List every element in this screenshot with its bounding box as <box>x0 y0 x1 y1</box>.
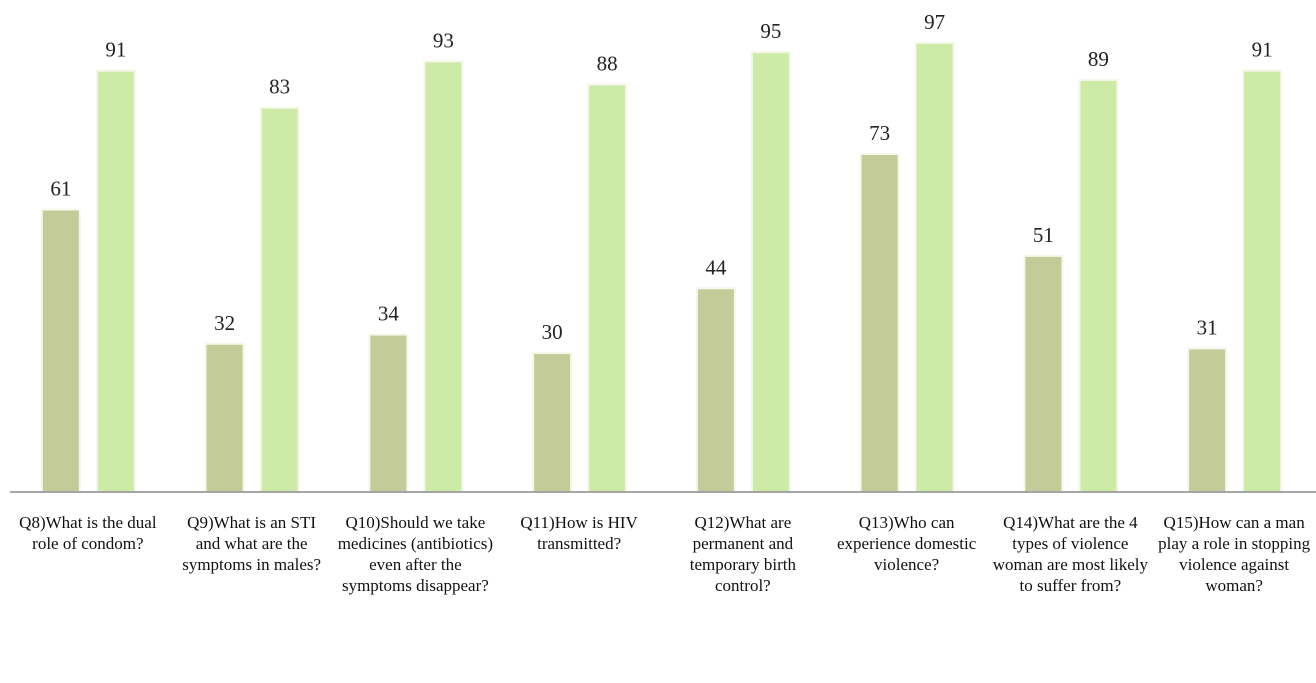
bar <box>1023 254 1064 493</box>
x-tick-label: Q8)What is the dual role of condom? <box>19 513 157 553</box>
bar <box>750 51 791 494</box>
value-label: 91 <box>105 38 126 62</box>
bar <box>368 333 409 493</box>
bar <box>423 60 464 493</box>
x-tick-label: Q9)What is an STI and what are the sympt… <box>182 513 322 574</box>
bar <box>1187 347 1228 493</box>
value-label: 88 <box>597 52 618 76</box>
value-label: 51 <box>1033 223 1054 247</box>
bar <box>204 342 245 493</box>
value-label: 73 <box>869 121 890 145</box>
value-label: 44 <box>705 255 727 279</box>
x-tick-label: Q15)How can a man play a role in stoppin… <box>1158 513 1311 595</box>
bar <box>259 106 300 494</box>
x-tick-label: Q12)What are permanent and temporary bir… <box>689 513 796 595</box>
x-tick-label: Q10)Should we take medicines (antibiotic… <box>337 513 494 595</box>
bar <box>40 208 81 493</box>
value-label: 32 <box>214 311 235 335</box>
bar <box>859 153 900 493</box>
x-tick-label: Q13)Who can experience domestic violence… <box>837 513 977 574</box>
x-tick-label: Q14)What are the 4 types of violence wom… <box>992 513 1149 595</box>
value-label: 95 <box>760 19 781 43</box>
value-label: 97 <box>924 10 945 34</box>
value-label: 31 <box>1197 315 1218 339</box>
bar <box>95 69 136 493</box>
bar <box>1242 69 1283 493</box>
bar <box>695 287 736 493</box>
value-label: 83 <box>269 75 290 99</box>
bar <box>587 83 628 493</box>
x-tick-label: Q11)How is HIV transmitted? <box>520 513 638 553</box>
bar <box>1078 78 1119 494</box>
value-label: 34 <box>378 302 400 326</box>
value-label: 91 <box>1252 38 1273 62</box>
value-label: 30 <box>542 320 563 344</box>
bar <box>532 352 573 493</box>
value-label: 93 <box>433 28 454 52</box>
value-label: 61 <box>50 177 71 201</box>
bar <box>914 41 955 493</box>
value-label: 89 <box>1088 47 1109 71</box>
